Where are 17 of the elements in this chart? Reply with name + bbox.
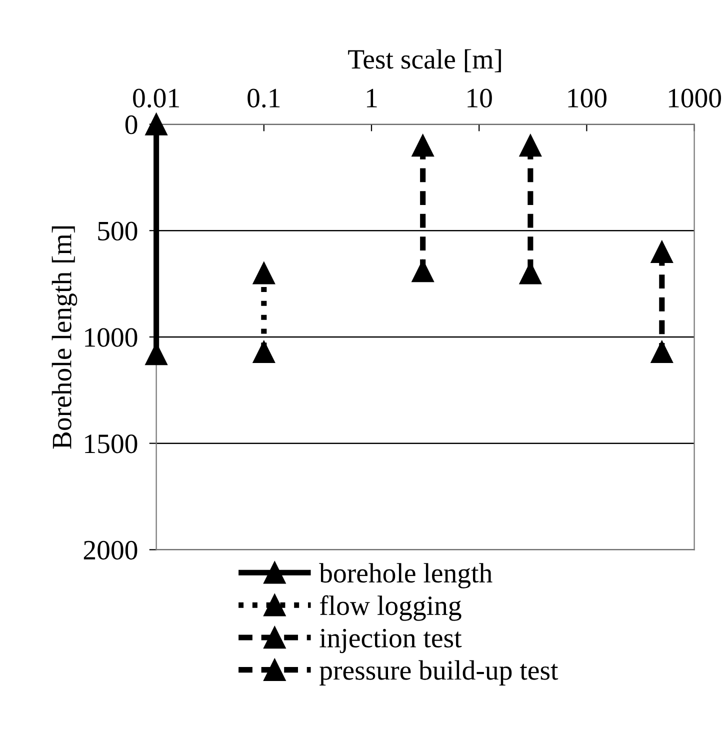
y-tick-label: 500: [98, 222, 138, 241]
x-tick-label: 1000: [668, 88, 722, 108]
y-tick-label: 1500: [85, 434, 138, 454]
x-tick-label: 0.01: [133, 88, 179, 108]
legend-label: borehole length: [319, 563, 492, 588]
x-tick-label: 10: [468, 88, 492, 108]
y-tick-label: 0: [125, 115, 138, 134]
y-axis-title: Borehole length [m]: [52, 226, 78, 449]
legend-label: flow logging: [320, 595, 462, 621]
y-tick-label: 1000: [85, 328, 138, 347]
legend-label: pressure build-up test: [320, 660, 558, 686]
x-tick-label: 0.1: [248, 88, 280, 108]
x-tick-label: 1: [366, 88, 377, 108]
x-axis-title: Test scale [m]: [348, 49, 501, 72]
legend-label: injection test: [320, 628, 462, 654]
x-tick-label: 100: [568, 88, 606, 108]
y-tick-label: 2000: [84, 540, 138, 560]
